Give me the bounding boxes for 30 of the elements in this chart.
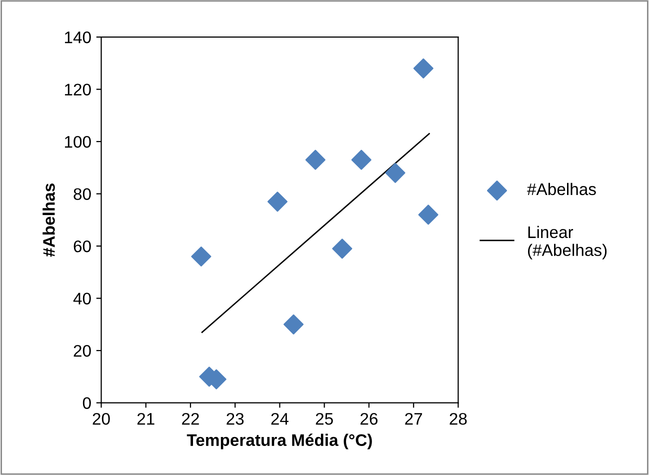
x-tick-label: 23: [226, 412, 244, 425]
point: [267, 192, 288, 212]
point: [191, 246, 212, 267]
y-tick-label: 60: [74, 240, 91, 252]
x-tick-label: 26: [360, 412, 378, 425]
x-tick-label: 28: [450, 412, 467, 425]
y-axis-title: #Abelhas: [42, 184, 55, 257]
x-tick-label: 25: [316, 412, 333, 425]
point: [418, 204, 438, 225]
point: [305, 150, 326, 170]
x-tick-label: 22: [182, 412, 199, 425]
y-tick-label: 40: [73, 292, 91, 305]
y-tick-label: 100: [64, 136, 91, 148]
x-axis-title: Temperatura Média (°C): [186, 434, 372, 450]
y-tick-label: 120: [64, 84, 91, 96]
y-tick-label: 140: [64, 31, 91, 44]
point: [413, 58, 434, 78]
point: [284, 314, 304, 334]
y-tick-label: 0: [82, 397, 91, 410]
y-tick-label: 20: [74, 344, 91, 357]
x-tick-label: 27: [405, 412, 422, 425]
legend-label: Linear (#Abelhas): [528, 226, 607, 260]
point: [332, 238, 352, 259]
y-tick-label: 80: [74, 188, 91, 200]
legend-label: #Abelhas: [527, 182, 596, 196]
x-tick-label: 20: [92, 412, 110, 425]
x-tick-label: 21: [137, 412, 154, 425]
point: [351, 150, 372, 170]
x-tick-label: 24: [271, 412, 288, 425]
point: [385, 162, 406, 183]
